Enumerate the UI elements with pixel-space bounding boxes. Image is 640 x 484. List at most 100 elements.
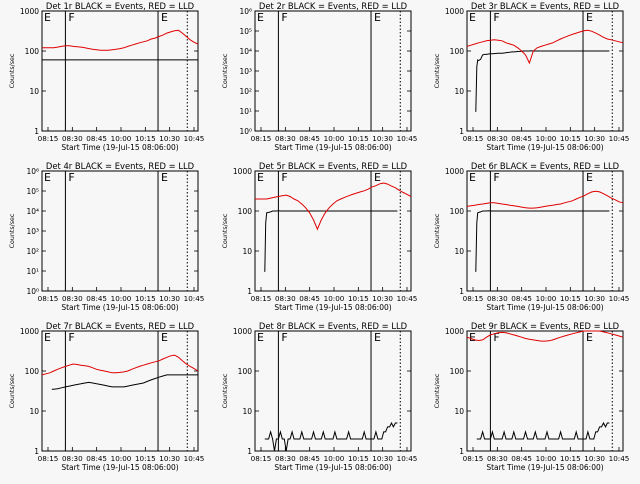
x-axis-label: Start Time (19-Jul-15 08:06:00) [486,303,603,312]
x-tick-label: 10:00 [111,134,132,143]
x-tick-label: 08:15 [251,454,272,463]
y-axis-label: Counts/sec [434,53,441,88]
x-tick-label: 08:15 [463,294,484,303]
x-tick-label: 10:15 [348,134,369,143]
y-tick-label: 10 [454,247,464,256]
x-tick-label: 08:30 [487,134,508,143]
event-marker: F [281,331,287,344]
y-tick-label: 10 [242,407,252,416]
y-tick-label: 10⁴ [26,207,39,216]
lld-series-line [466,29,624,65]
events-series-line [475,50,610,112]
x-axis-label: Start Time (19-Jul-15 08:06:00) [61,143,178,152]
lld-series-line [466,190,624,209]
x-tick-label: 10:15 [135,134,156,143]
y-tick-label: 1000 [20,7,39,16]
lld-series-line [41,354,199,376]
x-tick-label: 08:30 [62,134,83,143]
x-tick-label: 10:45 [184,454,205,463]
event-marker: E [44,171,51,184]
x-tick-label: 08:30 [487,454,508,463]
event-marker: E [586,331,593,344]
x-tick-label: 08:45 [86,294,107,303]
event-marker: E [374,11,381,24]
x-tick-label: 10:45 [609,134,630,143]
panel-3: Det 3r BLACK = Events, RED = LLD Counts/s… [434,1,629,152]
y-tick-label: 100 [238,367,253,376]
x-tick-label: 10:15 [348,294,369,303]
x-tick-label: 10:30 [372,294,393,303]
y-tick-label: 100 [25,47,40,56]
plot-frame [41,330,199,452]
plot-frame [466,170,624,292]
event-marker: F [493,11,499,24]
x-tick-label: 08:15 [38,454,59,463]
event-marker: E [469,11,476,24]
panel-title: Det 4r BLACK = Events, RED = LLD [46,161,194,171]
event-marker: F [281,11,287,24]
event-marker: E [257,331,264,344]
panel-9: Det 9r BLACK = Events, RED = LLD Counts/s… [434,321,629,472]
y-axis-label: Counts/sec [222,53,229,88]
event-marker: F [68,11,74,24]
x-tick-label: 08:30 [275,294,296,303]
x-tick-label: 08:15 [463,454,484,463]
x-tick-label: 10:00 [324,294,345,303]
x-tick-label: 08:45 [299,134,320,143]
panel-4: Det 4r BLACK = Events, RED = LLD Counts/s… [9,161,204,312]
x-tick-label: 10:45 [397,134,418,143]
y-tick-label: 10⁶ [26,167,39,176]
event-marker: E [374,331,381,344]
panel-title: Det 3r BLACK = Events, RED = LLD [471,1,619,11]
y-tick-label: 1 [247,287,252,296]
x-tick-label: 10:30 [372,454,393,463]
x-tick-label: 08:45 [299,294,320,303]
x-axis-label: Start Time (19-Jul-15 08:06:00) [274,143,391,152]
x-axis-label: Start Time (19-Jul-15 08:06:00) [486,463,603,472]
events-series-line [475,210,610,272]
x-tick-label: 10:00 [536,294,557,303]
x-tick-label: 10:30 [584,454,605,463]
y-tick-label: 10³ [26,227,39,236]
event-marker: E [469,331,476,344]
panel-title: Det 5r BLACK = Events, RED = LLD [259,161,407,171]
panel-title: Det 6r BLACK = Events, RED = LLD [471,161,619,171]
events-series-line [476,421,610,440]
event-marker: F [281,171,287,184]
x-tick-label: 10:00 [324,134,345,143]
y-tick-label: 10¹ [239,107,252,116]
panel-7: Det 7r BLACK = Events, RED = LLD Counts/s… [9,321,204,472]
x-tick-label: 10:15 [560,294,581,303]
y-axis-label: Counts/sec [434,373,441,408]
events-series-line [51,374,198,390]
y-tick-label: 100 [450,47,465,56]
panel-title: Det 8r BLACK = Events, RED = LLD [259,321,407,331]
x-axis-label: Start Time (19-Jul-15 08:06:00) [61,463,178,472]
x-tick-label: 10:15 [560,454,581,463]
x-tick-label: 10:30 [159,134,180,143]
x-tick-label: 08:15 [251,294,272,303]
panel-title: Det 2r BLACK = Events, RED = LLD [259,1,407,11]
y-tick-label: 10⁵ [239,27,252,36]
y-axis-label: Counts/sec [222,373,229,408]
x-tick-label: 10:15 [560,134,581,143]
y-tick-label: 10¹ [26,267,39,276]
x-tick-label: 10:45 [609,454,630,463]
plot-frame [466,10,624,132]
event-marker: E [469,171,476,184]
y-tick-label: 10⁶ [239,7,252,16]
y-axis-label: Counts/sec [9,373,16,408]
x-tick-label: 10:45 [397,454,418,463]
event-marker: F [493,331,499,344]
x-tick-label: 08:45 [299,454,320,463]
y-tick-label: 10 [242,247,252,256]
y-axis-label: Counts/sec [222,213,229,248]
y-tick-label: 10 [454,407,464,416]
panel-2: Det 2r BLACK = Events, RED = LLD Counts/s… [222,1,417,152]
x-tick-label: 10:00 [324,454,345,463]
x-tick-label: 08:30 [275,454,296,463]
x-tick-label: 08:30 [62,294,83,303]
x-tick-label: 10:00 [111,294,132,303]
x-tick-label: 10:30 [159,294,180,303]
y-tick-label: 1 [459,287,464,296]
